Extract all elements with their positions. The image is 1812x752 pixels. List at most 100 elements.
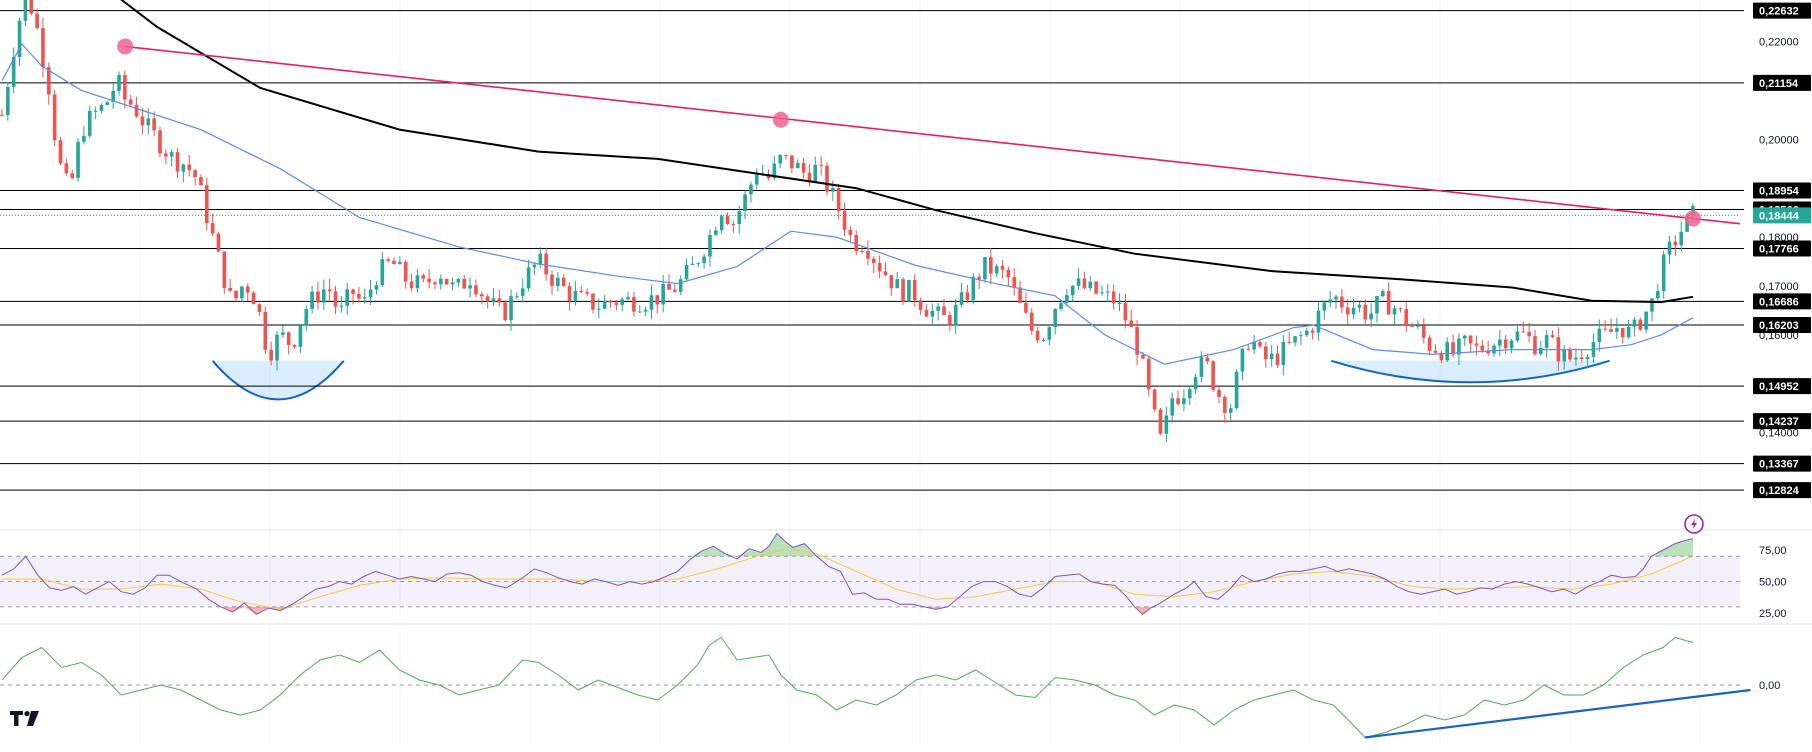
candle-body[interactable] [1603, 328, 1607, 330]
candle-body[interactable] [485, 296, 490, 302]
candle-body[interactable] [240, 286, 244, 299]
candle-body[interactable] [345, 289, 350, 306]
candle-body[interactable] [567, 286, 572, 301]
candle-body[interactable] [971, 276, 976, 301]
candle-body[interactable] [82, 135, 86, 142]
candle-body[interactable] [918, 300, 923, 310]
candle-body[interactable] [392, 260, 396, 265]
candle-body[interactable] [1170, 398, 1174, 416]
candle-body[interactable] [871, 258, 876, 264]
candle-body[interactable] [649, 295, 654, 310]
candle-body[interactable] [333, 291, 338, 307]
candle-body[interactable] [1421, 325, 1426, 338]
candle-body[interactable] [550, 274, 554, 286]
candle-body[interactable] [661, 283, 665, 305]
candle-body[interactable] [52, 94, 57, 141]
candle-body[interactable] [1141, 354, 1145, 359]
candle-body[interactable] [591, 293, 595, 310]
candle-body[interactable] [1299, 335, 1303, 337]
candle-body[interactable] [1650, 298, 1654, 312]
candle-body[interactable] [1228, 408, 1233, 413]
candle-body[interactable] [1562, 349, 1567, 362]
candle-body[interactable] [1328, 299, 1332, 303]
candle-body[interactable] [1527, 331, 1531, 337]
candle-body[interactable] [269, 349, 273, 361]
candle-body[interactable] [1579, 357, 1584, 360]
candle-body[interactable] [1135, 327, 1139, 355]
candle-body[interactable] [1088, 281, 1093, 289]
level-badge[interactable] [1753, 74, 1811, 91]
candle-body[interactable] [684, 265, 689, 280]
current-price-badge[interactable] [1753, 207, 1811, 224]
candle-body[interactable] [1550, 335, 1555, 338]
trendline-line[interactable] [125, 45, 1741, 225]
candle-body[interactable] [17, 20, 22, 57]
candle-body[interactable] [439, 278, 443, 285]
candle-body[interactable] [907, 279, 911, 302]
candle-body[interactable] [316, 291, 320, 303]
candle-body[interactable] [1381, 290, 1385, 297]
candle-body[interactable] [1100, 292, 1104, 294]
candle-body[interactable] [1070, 285, 1075, 296]
candle-body[interactable] [146, 118, 151, 126]
candle-body[interactable] [1047, 327, 1052, 340]
candle-body[interactable] [1275, 353, 1280, 366]
candle-body[interactable] [620, 299, 625, 305]
candle-body[interactable] [1345, 307, 1350, 315]
momentum-panel[interactable] [0, 636, 1751, 739]
level-badge[interactable] [1753, 293, 1811, 310]
candle-body[interactable] [351, 289, 355, 294]
candle-body[interactable] [216, 233, 221, 252]
candle-body[interactable] [667, 283, 671, 290]
candle-body[interactable] [678, 279, 683, 292]
candle-body[interactable] [1357, 304, 1362, 308]
candle-body[interactable] [1152, 389, 1157, 410]
candle-body[interactable] [714, 230, 718, 235]
candle-body[interactable] [877, 263, 882, 272]
candle-body[interactable] [87, 110, 92, 136]
candle-body[interactable] [1498, 339, 1502, 346]
candle-body[interactable] [1287, 341, 1292, 343]
candle-body[interactable] [1129, 320, 1134, 328]
candle-body[interactable] [520, 288, 525, 296]
candle-body[interactable] [1012, 277, 1017, 288]
horizontal-levels[interactable] [0, 10, 1744, 491]
candle-body[interactable] [1638, 319, 1643, 330]
candle-body[interactable] [111, 90, 115, 103]
candle-body[interactable] [257, 304, 262, 312]
candle-body[interactable] [1492, 345, 1496, 354]
candle-body[interactable] [1439, 352, 1444, 361]
trendline[interactable] [117, 38, 1741, 227]
candle-body[interactable] [883, 271, 888, 276]
candle-body[interactable] [1217, 389, 1221, 397]
candle-body[interactable] [1176, 398, 1180, 405]
candle-body[interactable] [245, 286, 250, 293]
candle-body[interactable] [977, 276, 981, 280]
candle-body[interactable] [181, 164, 186, 172]
candle-body[interactable] [719, 216, 724, 231]
candle-body[interactable] [1398, 308, 1403, 310]
candle-body[interactable] [924, 309, 929, 317]
candle-body[interactable] [1094, 281, 1098, 294]
candle-body[interactable] [281, 332, 285, 335]
candle-body[interactable] [204, 185, 209, 224]
candle-body[interactable] [462, 279, 467, 289]
candle-body[interactable] [1521, 331, 1526, 333]
candle-body[interactable] [1632, 319, 1637, 327]
candle-body[interactable] [597, 308, 601, 310]
candle-body[interactable] [1024, 302, 1028, 313]
candle-body[interactable] [444, 278, 449, 285]
candle-body[interactable] [1029, 312, 1034, 331]
candle-body[interactable] [1000, 266, 1005, 270]
candle-body[interactable] [1199, 357, 1204, 377]
candle-body[interactable] [322, 289, 326, 303]
candle-body[interactable] [298, 325, 303, 347]
candle-body[interactable] [99, 104, 104, 111]
candle-body[interactable] [579, 290, 584, 293]
candle-body[interactable] [35, 13, 39, 29]
candle-body[interactable] [573, 290, 578, 301]
candle-body[interactable] [702, 256, 706, 264]
candle-body[interactable] [427, 278, 431, 283]
candle-body[interactable] [632, 297, 636, 312]
